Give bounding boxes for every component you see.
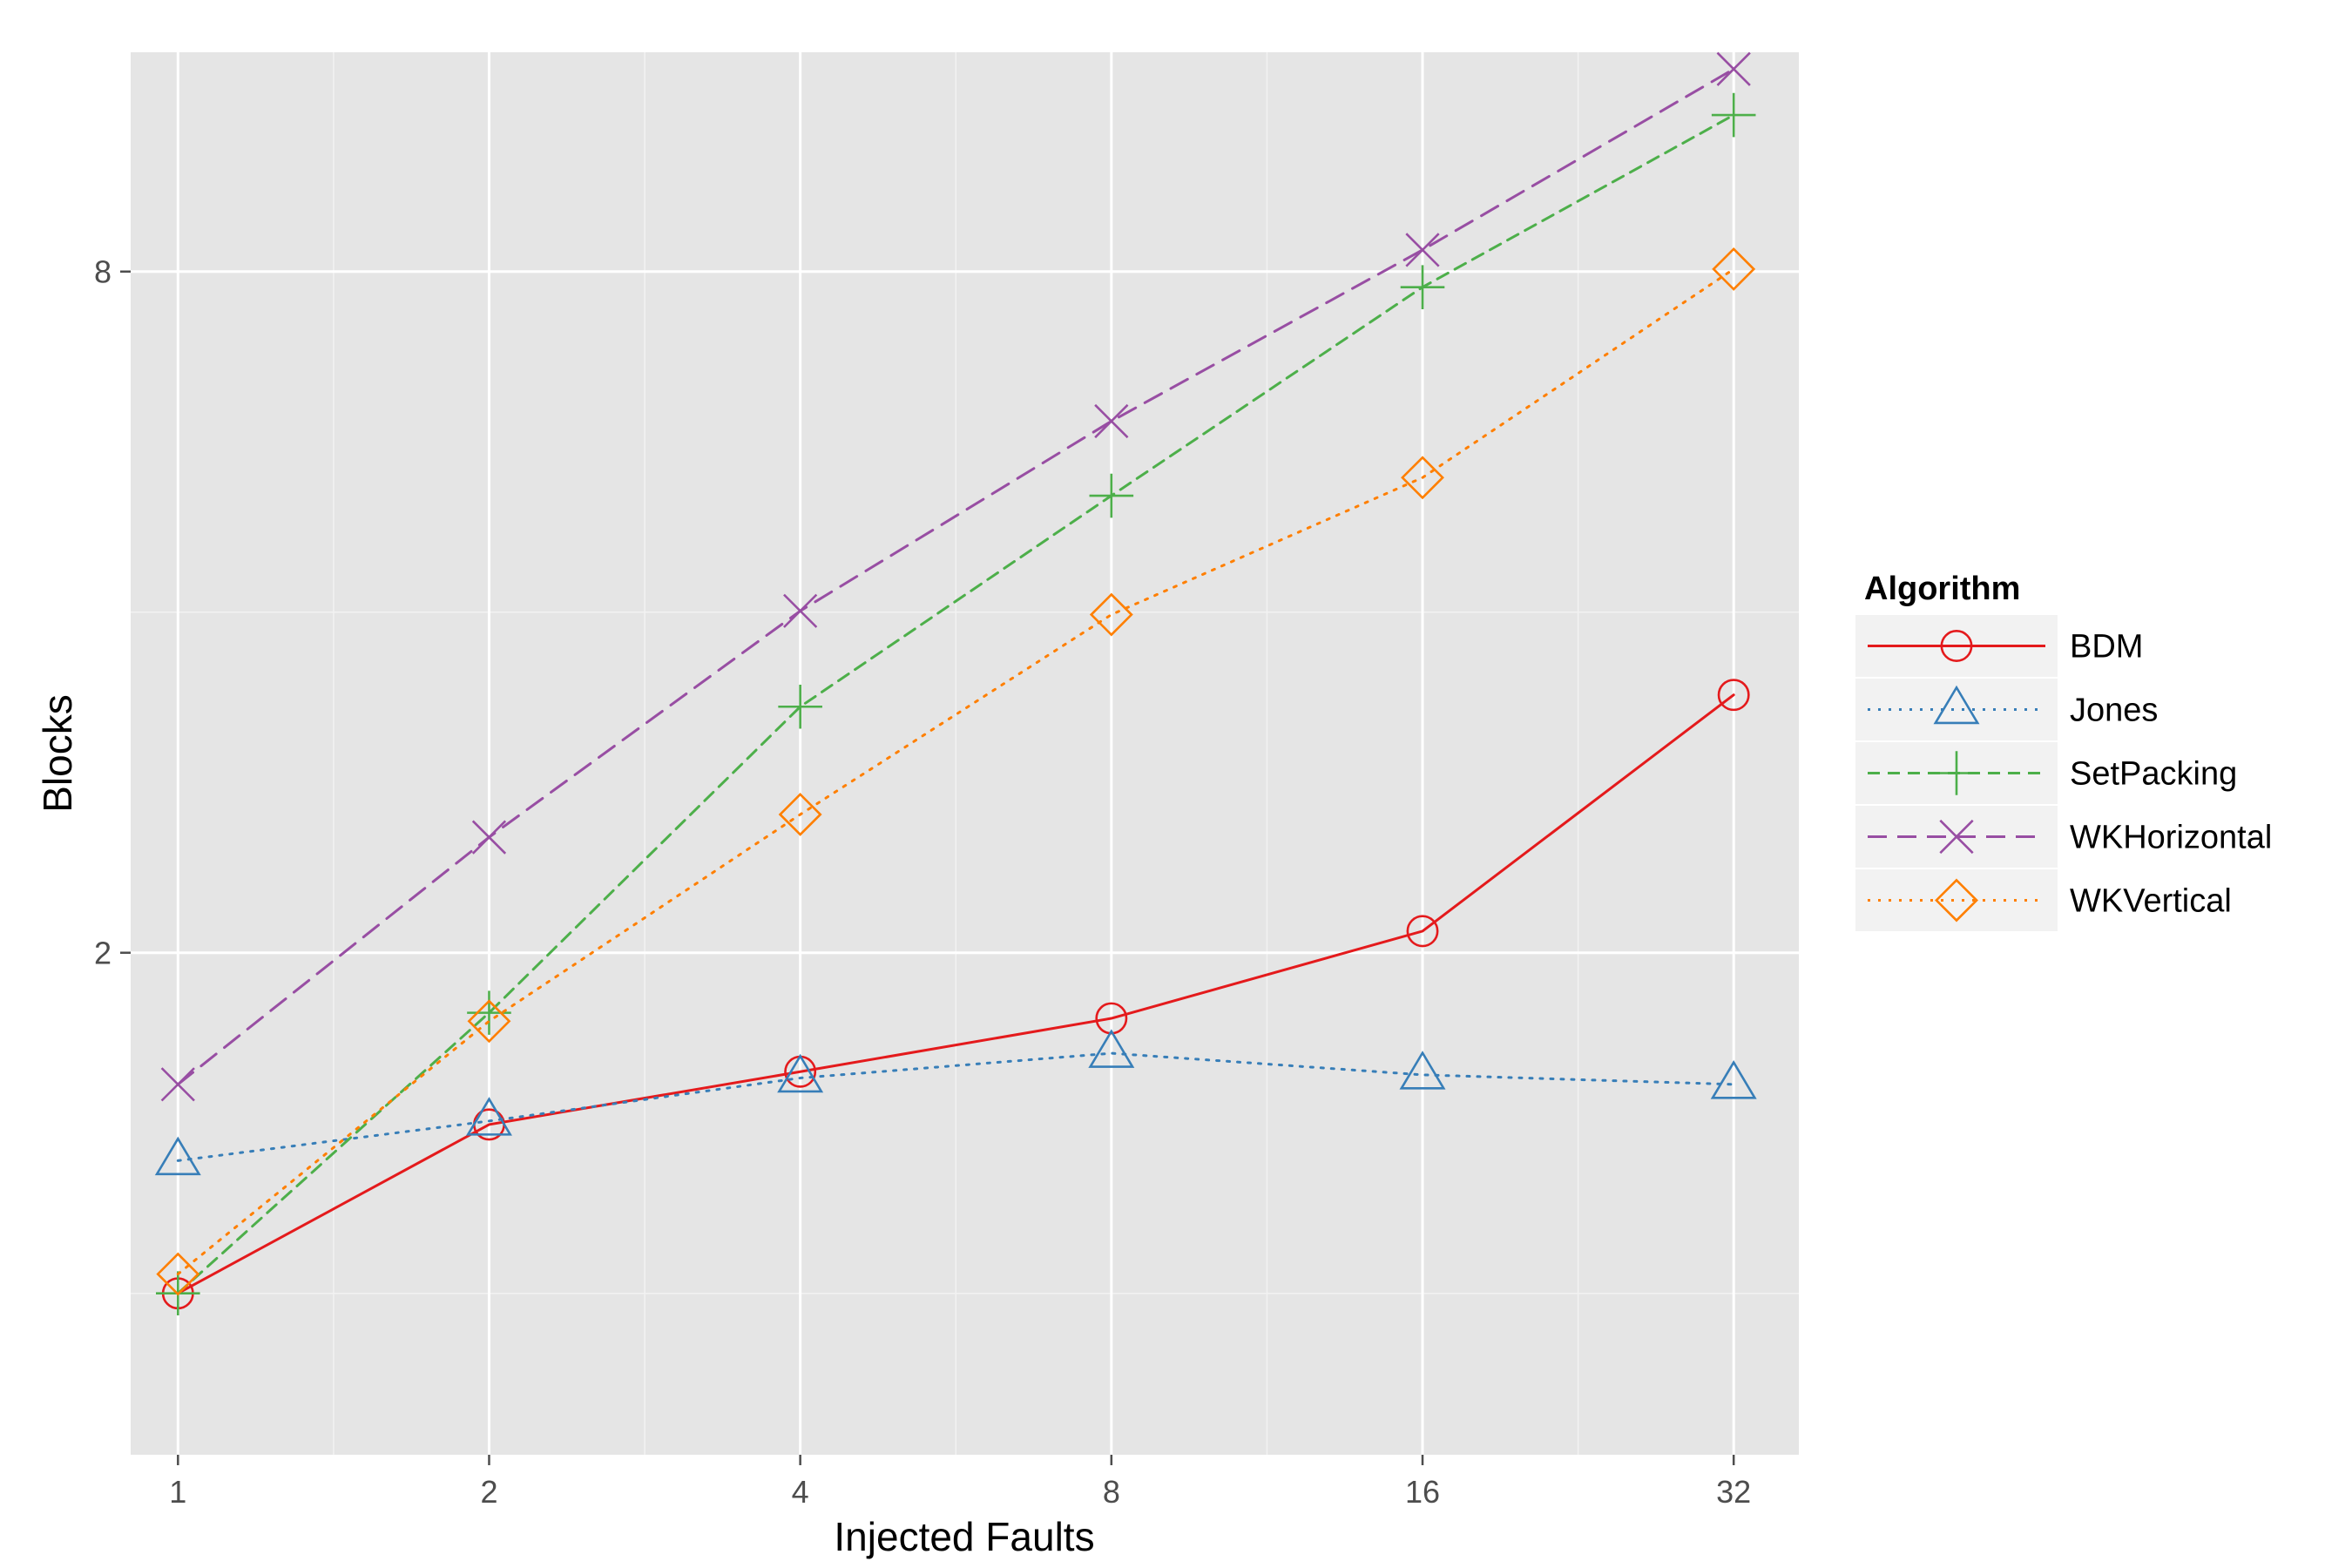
point-jones	[1399, 1051, 1446, 1090]
point-bdm	[1406, 915, 1439, 948]
point-wkvertical	[1712, 247, 1756, 291]
x-tick-label: 8	[1103, 1474, 1120, 1510]
legend-key-marker-bdm	[1940, 630, 1973, 662]
point-jones	[465, 1097, 512, 1136]
point-wkvertical	[156, 1252, 200, 1296]
x-tick-label: 16	[1405, 1474, 1440, 1510]
legend-key-marker-jones	[1933, 685, 1980, 725]
series-setpacking	[155, 92, 1756, 1315]
legend-key-marker-wkhorizontal	[1939, 819, 1974, 855]
legend-title: Algorithm	[1864, 571, 2020, 607]
axis-labels: 1 2 4 8 16 32 2 8	[94, 254, 1751, 1510]
legend-item-jones: Jones	[1855, 679, 2158, 740]
point-jones	[154, 1136, 201, 1176]
series-wkvertical	[156, 247, 1756, 1296]
x-tick-label: 2	[480, 1474, 497, 1510]
y-axis-title: Blocks	[35, 694, 80, 812]
legend-items: BDM Jones SetPacking WKHorizontal WKVertical	[1855, 615, 2272, 931]
point-setpacking	[778, 684, 822, 729]
point-wkhorizontal	[783, 593, 818, 628]
point-setpacking	[1089, 473, 1134, 518]
point-jones	[777, 1053, 824, 1093]
point-wkvertical	[778, 793, 822, 836]
point-setpacking	[1400, 265, 1445, 309]
point-wkvertical	[1401, 456, 1444, 500]
series-line-jones	[176, 1051, 1735, 1162]
legend-label-bdm: BDM	[2070, 629, 2143, 666]
legend-label-wkvertical: WKVertical	[2070, 883, 2232, 920]
series-layer	[154, 51, 1757, 1315]
y-tick-label: 8	[94, 254, 112, 290]
legend-item-bdm: BDM	[1855, 615, 2143, 677]
legend-label-jones: Jones	[2070, 693, 2158, 729]
point-jones	[1710, 1060, 1757, 1099]
series-line-setpacking	[176, 113, 1735, 1295]
point-wkhorizontal	[1716, 51, 1751, 86]
series-wkhorizontal	[160, 51, 1751, 1102]
series-jones	[154, 1029, 1757, 1176]
x-tick-label: 4	[792, 1474, 809, 1510]
legend-item-wkhorizontal: WKHorizontal	[1855, 806, 2272, 868]
point-wkhorizontal	[471, 820, 507, 855]
y-tick-label: 2	[94, 936, 112, 971]
legend-item-wkvertical: WKVertical	[1855, 869, 2232, 931]
series-line-bdm	[176, 693, 1735, 1295]
point-wkhorizontal	[1094, 403, 1129, 439]
legend-label-wkhorizontal: WKHorizontal	[2070, 820, 2272, 856]
point-setpacking	[1711, 92, 1756, 138]
point-jones	[1088, 1029, 1135, 1068]
axis-ticks	[120, 270, 1735, 1465]
point-wkvertical	[467, 999, 511, 1044]
legend: Algorithm BDM Jones SetPacking WKHorizontal…	[1855, 571, 2272, 931]
x-tick-label: 1	[169, 1474, 186, 1510]
point-wkhorizontal	[160, 1067, 195, 1102]
grid-minor	[131, 52, 1799, 1455]
legend-item-setpacking: SetPacking	[1855, 742, 2237, 804]
legend-label-setpacking: SetPacking	[2070, 756, 2237, 793]
series-line-wkhorizontal	[176, 67, 1735, 1086]
series-line-wkvertical	[176, 267, 1735, 1276]
legend-key-marker-wkvertical	[1935, 878, 1978, 923]
x-axis-title: Injected Faults	[834, 1514, 1094, 1559]
legend-key-marker-setpacking	[1934, 751, 1979, 795]
point-wkhorizontal	[1405, 233, 1440, 267]
x-tick-label: 32	[1716, 1474, 1751, 1510]
point-bdm	[1717, 679, 1750, 712]
point-wkvertical	[1089, 592, 1133, 637]
plot-panel	[131, 52, 1799, 1455]
